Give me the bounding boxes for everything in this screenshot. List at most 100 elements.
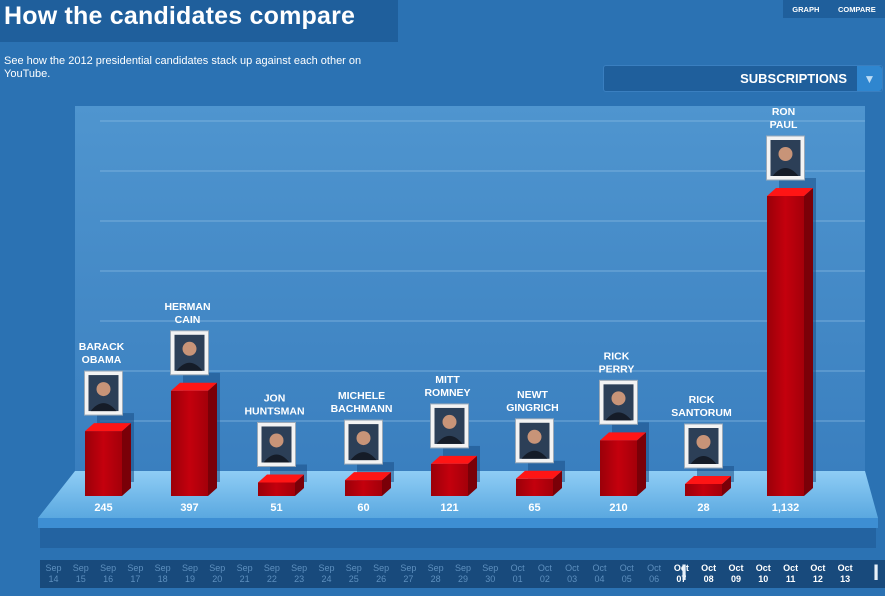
bar-top xyxy=(516,470,562,479)
data-label: 210 xyxy=(609,502,627,514)
timeline-month: Sep xyxy=(100,563,117,573)
title-bar: How the candidates compare xyxy=(0,0,398,42)
date-timeline[interactable]: Sep 14 Sep 15 Sep 16 Sep 17 Sep 18 Sep 19 Sep 20 Sep 21… xyxy=(40,560,885,588)
timeline-date[interactable]: Sep 28 xyxy=(422,560,449,588)
timeline-month: Sep xyxy=(154,563,171,573)
timeline-date[interactable]: Oct 13 xyxy=(832,560,859,588)
category-label: BACHMANN xyxy=(331,403,393,415)
timeline-day: 24 xyxy=(321,574,332,584)
candidate-face-icon xyxy=(778,147,793,161)
range-start-handle[interactable]: I xyxy=(681,560,688,585)
bar-side xyxy=(722,476,731,496)
timeline-date[interactable]: Oct 01 xyxy=(504,560,531,588)
timeline-day: 30 xyxy=(485,574,496,584)
timeline-month: Oct xyxy=(810,563,826,573)
timeline-month: Sep xyxy=(263,563,280,573)
bar xyxy=(258,482,295,496)
timeline-date[interactable]: Sep 19 xyxy=(177,560,204,588)
timeline-date[interactable]: Sep 17 xyxy=(122,560,149,588)
category-label: HERMAN xyxy=(164,301,210,313)
timeline-month: Sep xyxy=(209,563,226,573)
compare-tab[interactable]: COMPARE xyxy=(837,4,876,14)
timeline-date[interactable]: Oct 12 xyxy=(804,560,831,588)
category-label: CAIN xyxy=(175,314,201,326)
candidate-face-icon xyxy=(527,429,542,444)
timeline-date[interactable]: Oct 08 xyxy=(695,560,722,588)
category-label: PAUL xyxy=(770,119,798,131)
bar xyxy=(600,440,637,496)
data-label: 65 xyxy=(528,502,540,514)
timeline-date[interactable]: Oct 11 xyxy=(777,560,804,588)
category-label: SANTORUM xyxy=(671,407,732,419)
timeline-day: 22 xyxy=(266,574,277,584)
timeline-day: 20 xyxy=(212,574,223,584)
timeline-date[interactable]: Oct 09 xyxy=(723,560,750,588)
timeline-date[interactable]: Oct 04 xyxy=(586,560,613,588)
timeline-month: Oct xyxy=(837,563,853,573)
graph-tab[interactable]: GRAPH xyxy=(792,4,820,14)
timeline-date[interactable]: Sep 25 xyxy=(340,560,367,588)
timeline-month: Sep xyxy=(345,563,362,573)
timeline-month: Oct xyxy=(673,563,689,573)
timeline-date[interactable]: Sep 16 xyxy=(95,560,122,588)
chart-floor-edge xyxy=(38,518,878,528)
timeline-day: 23 xyxy=(294,574,305,584)
timeline-month: Oct xyxy=(565,563,580,573)
bar-side xyxy=(208,382,217,496)
candidate-suit-icon xyxy=(350,452,377,461)
timeline-day: 21 xyxy=(239,574,250,584)
candidate-suit-icon xyxy=(605,412,632,421)
top-nav: GRAPH COMPARE xyxy=(783,0,885,18)
timeline-month: Sep xyxy=(318,563,335,573)
timeline-date[interactable]: Oct 10 xyxy=(750,560,777,588)
timeline-date[interactable]: Oct 06 xyxy=(641,560,668,588)
bar xyxy=(171,390,208,496)
triangle-down-icon[interactable]: ▼ xyxy=(857,66,882,91)
timeline-day: 10 xyxy=(758,574,769,584)
timeline-date[interactable]: Sep 26 xyxy=(368,560,395,588)
timeline-day: 08 xyxy=(703,574,714,584)
bar-top xyxy=(767,188,813,196)
candidate-face-icon xyxy=(442,414,457,429)
bar-top xyxy=(171,382,217,391)
bar-side xyxy=(804,188,813,496)
timeline-date[interactable]: Sep 20 xyxy=(204,560,231,588)
timeline-month: Sep xyxy=(400,563,417,573)
timeline-day: 01 xyxy=(512,574,523,584)
page-subtitle: See how the 2012 presidential candidates… xyxy=(4,55,362,80)
timeline-month: Oct xyxy=(592,563,607,573)
category-label: JON xyxy=(264,392,286,404)
candidate-suit-icon xyxy=(263,454,290,463)
timeline-date[interactable]: Oct 02 xyxy=(531,560,558,588)
timeline-month: Sep xyxy=(373,563,390,573)
timeline-date[interactable]: Sep 21 xyxy=(231,560,258,588)
timeline-month: Oct xyxy=(647,563,662,573)
timeline-date[interactable]: Sep 15 xyxy=(67,560,94,588)
timeline-day: 05 xyxy=(621,574,632,584)
timeline-date[interactable]: Sep 14 xyxy=(40,560,67,588)
gridlines xyxy=(100,120,865,422)
bar-top xyxy=(258,474,304,483)
bar-side xyxy=(122,423,131,496)
range-end-handle[interactable]: I xyxy=(873,560,880,585)
bar xyxy=(767,196,804,496)
timeline-date[interactable]: Sep 23 xyxy=(286,560,313,588)
timeline-day: 02 xyxy=(539,574,550,584)
candidate-suit-icon xyxy=(521,450,548,459)
candidate-face-icon xyxy=(182,341,197,356)
timeline-date[interactable]: Sep 30 xyxy=(477,560,504,588)
timeline-date[interactable]: Sep 27 xyxy=(395,560,422,588)
timeline-day: 12 xyxy=(812,574,823,584)
timeline-date[interactable]: Sep 22 xyxy=(258,560,285,588)
bar-side xyxy=(295,474,304,496)
category-label: ROMNEY xyxy=(424,387,470,399)
timeline-date[interactable]: Sep 29 xyxy=(450,560,477,588)
bar xyxy=(685,484,722,496)
timeline-date[interactable]: Oct 07 xyxy=(668,560,695,588)
timeline-date[interactable]: Sep 18 xyxy=(149,560,176,588)
metric-dropdown[interactable]: SUBSCRIPTIONS ▼ xyxy=(603,65,883,92)
timeline-date[interactable]: Oct 03 xyxy=(559,560,586,588)
timeline-date[interactable]: Oct 05 xyxy=(613,560,640,588)
timeline-date[interactable]: Sep 24 xyxy=(313,560,340,588)
timeline-day: 27 xyxy=(403,574,414,584)
